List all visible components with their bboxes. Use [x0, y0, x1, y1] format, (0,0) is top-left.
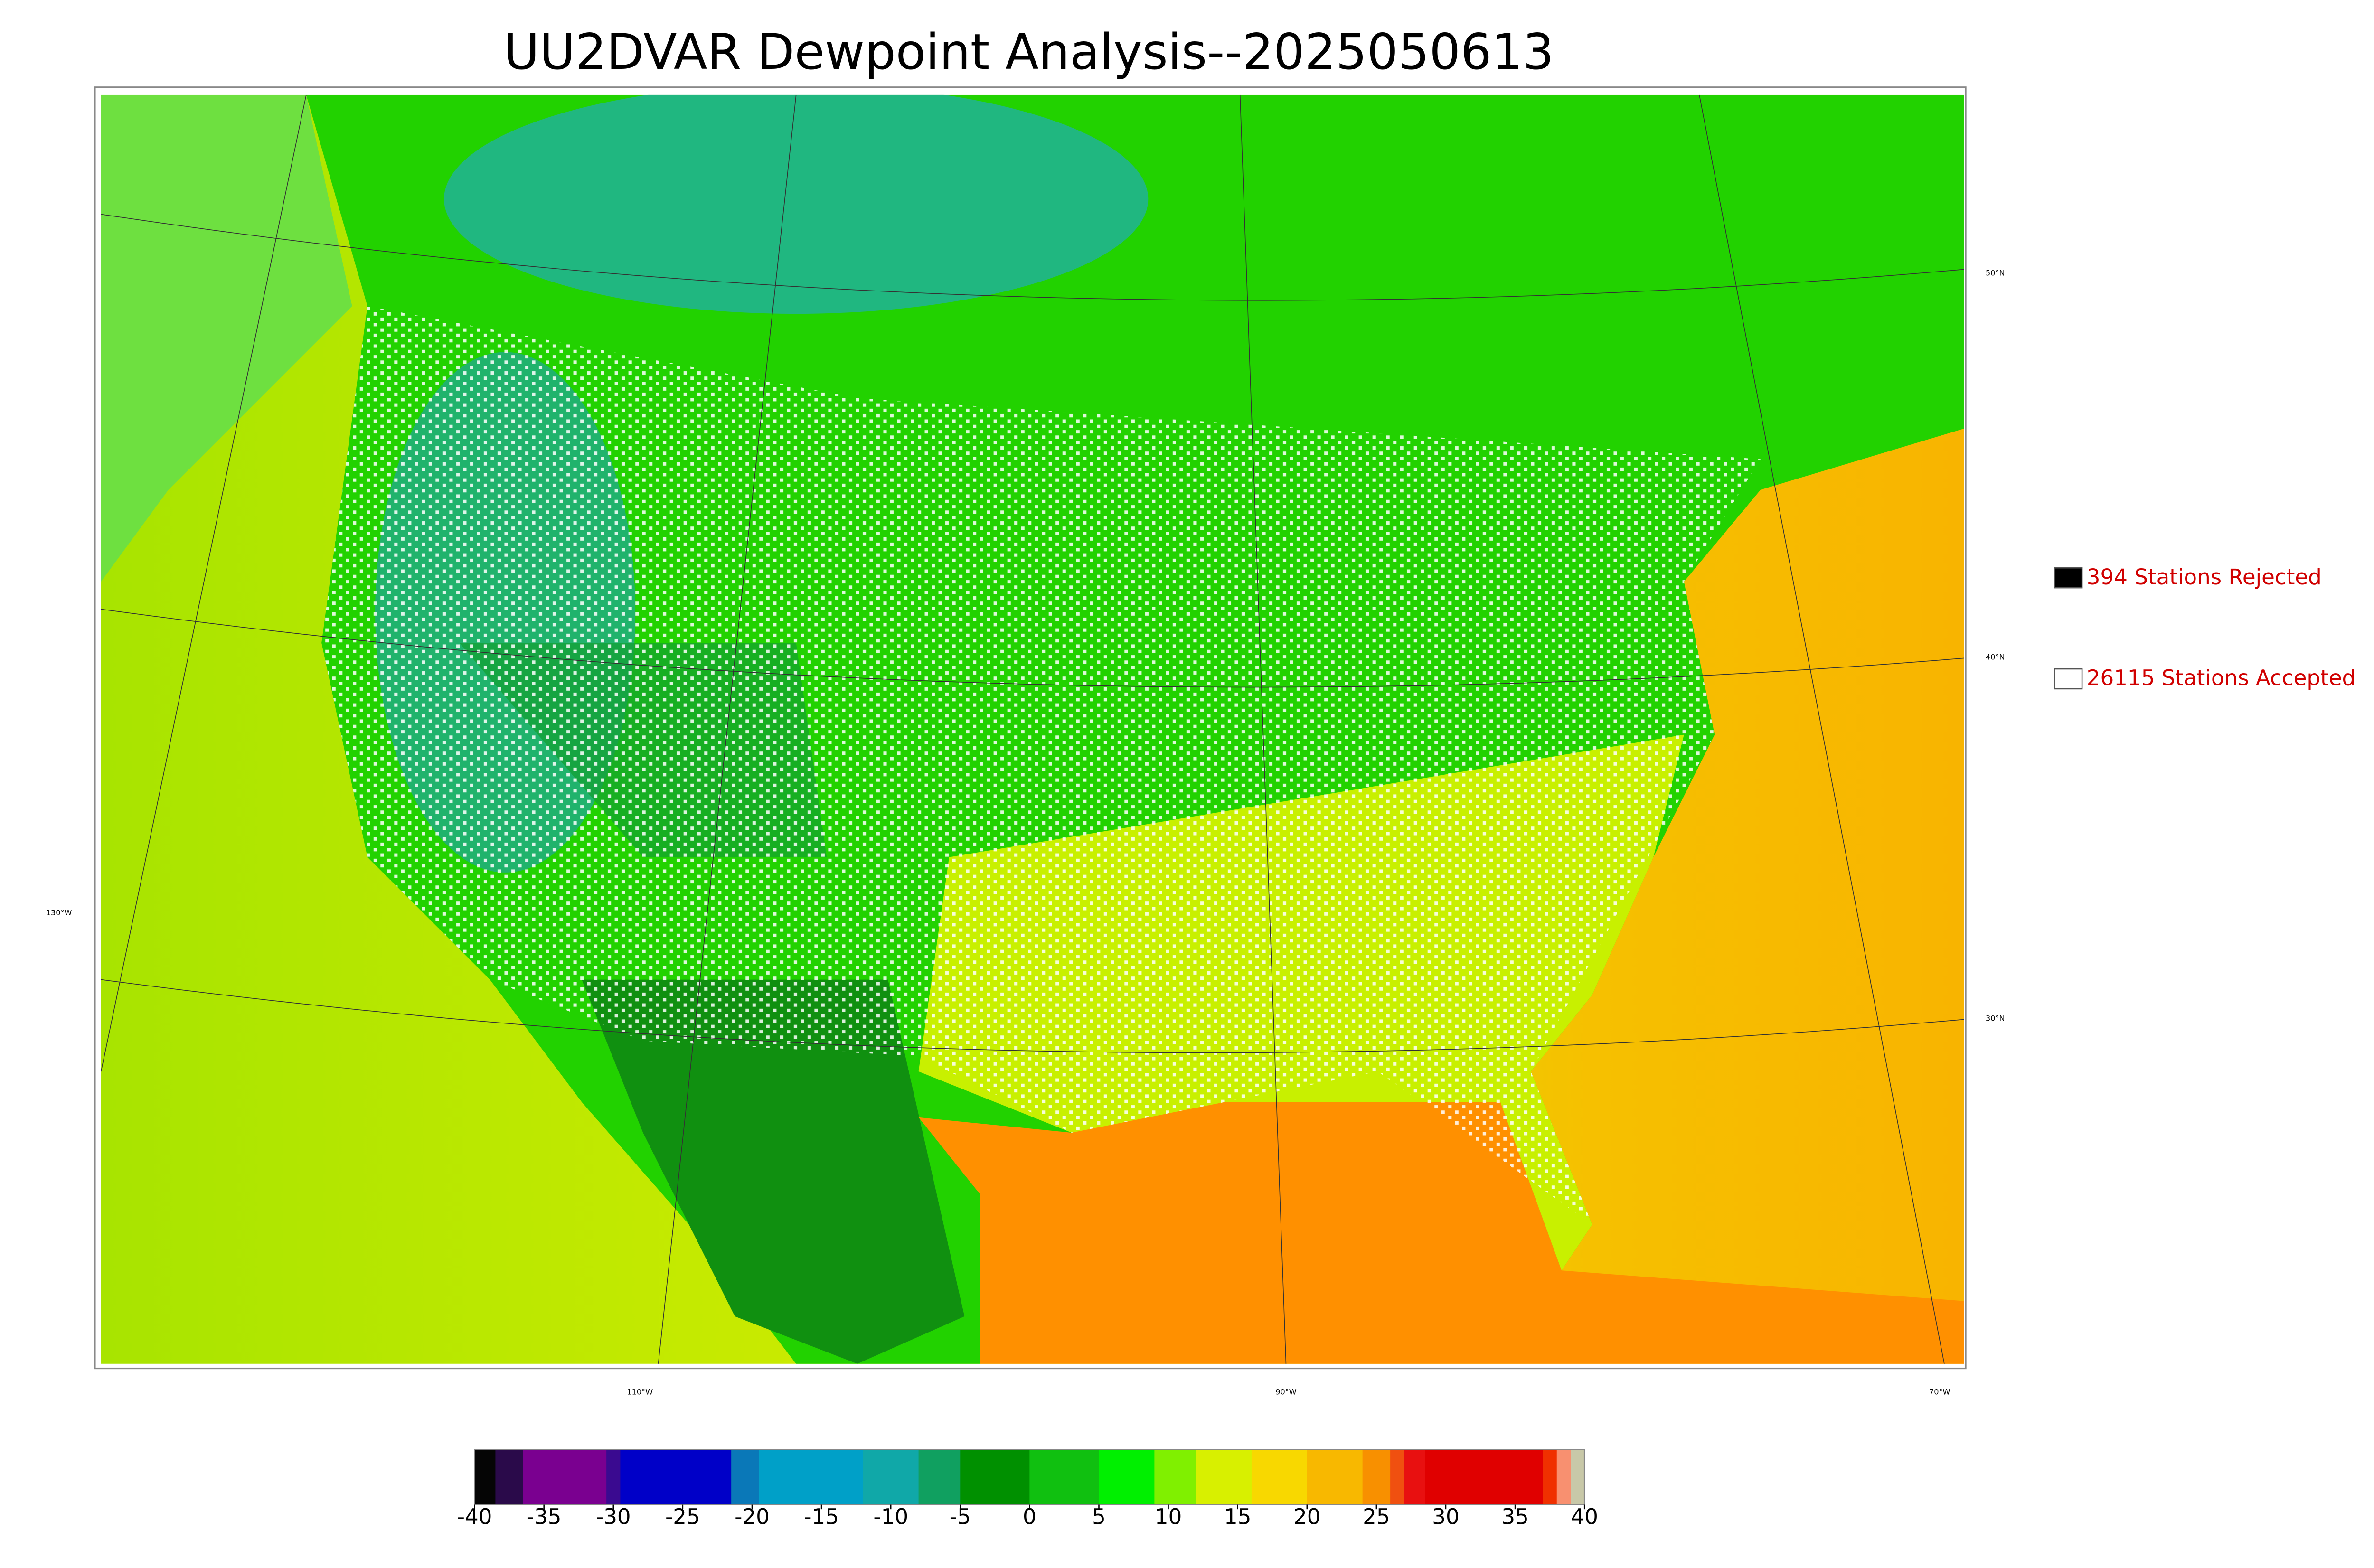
colorbar-segment — [1154, 1449, 1196, 1505]
title: UU2DVAR Dewpoint Analysis--2025050613 — [504, 24, 1554, 81]
colorbar-tick-label: -10 — [873, 1504, 908, 1530]
graticule — [101, 94, 1964, 1364]
colorbar-tick-label: 20 — [1293, 1504, 1320, 1530]
lon-label: 90°W — [1275, 1387, 1297, 1396]
colorbar-tick-label: 0 — [1023, 1504, 1036, 1530]
legend-label: 26115 Stations Accepted — [2087, 666, 2355, 691]
colorbar-segment — [960, 1449, 1030, 1505]
colorbar-tick-label: 25 — [1363, 1504, 1390, 1530]
lat-label: 30°N — [1986, 1014, 2005, 1023]
colorbar-tick-label: 5 — [1092, 1504, 1106, 1530]
colorbar-segment — [495, 1449, 524, 1505]
legend-swatch — [2054, 668, 2083, 690]
colorbar-segment — [1196, 1449, 1252, 1505]
map — [101, 94, 1964, 1364]
colorbar-segment — [1543, 1449, 1557, 1505]
colorbar-frame — [474, 1449, 1585, 1505]
colorbar-segment — [1404, 1449, 1426, 1505]
colorbar-segment — [863, 1449, 919, 1505]
colorbar-tick-label: 35 — [1501, 1504, 1528, 1530]
cold-region — [444, 94, 1149, 314]
lat-label: 40°N — [1986, 653, 2005, 662]
colorbar-segment — [523, 1449, 607, 1505]
colorbar-tick-label: -5 — [950, 1504, 971, 1530]
colorbar-segment — [1099, 1449, 1155, 1505]
colorbar-segment — [1390, 1449, 1405, 1505]
graticule-labels: 50°N 40°N 30°N 130°W 110°W 90°W 70°W — [46, 268, 2005, 1396]
colorbar-segment — [918, 1449, 961, 1505]
colorbar-segment — [1029, 1449, 1100, 1505]
colorbar-tick-label: 10 — [1155, 1504, 1182, 1530]
lon-label: 110°W — [627, 1387, 653, 1396]
colorbar-tick-label: -20 — [735, 1504, 770, 1530]
stations — [321, 306, 1761, 1225]
legend-label: 394 Stations Rejected — [2087, 564, 2322, 590]
colorbar-segment — [620, 1449, 732, 1505]
mexico-dry — [582, 979, 965, 1364]
colorbar-tick-label: 15 — [1224, 1504, 1251, 1530]
pacific-north — [101, 94, 352, 582]
lon-label: 130°W — [46, 908, 72, 917]
colorbar-segment — [1251, 1449, 1308, 1505]
colorbar-tick-label: -40 — [457, 1504, 492, 1530]
colorbar-tick-label: -35 — [527, 1504, 562, 1530]
colorbar-segment — [759, 1449, 864, 1505]
colorbar-segment — [1556, 1449, 1571, 1505]
colorbar-tick-label: 30 — [1432, 1504, 1459, 1530]
colorbar-tick-label: -15 — [804, 1504, 839, 1530]
colorbar-segment — [606, 1449, 621, 1505]
lon-label: 70°W — [1929, 1387, 1950, 1396]
colorbar-segment — [1307, 1449, 1363, 1505]
legend-swatch — [2054, 567, 2083, 589]
colorbar-segment — [1425, 1449, 1544, 1505]
colorbar: -40 -35 -30 -25 -20 -15 -10 -5 0 5 10 15 20 25 30 35 40 — [457, 1449, 1598, 1530]
lat-label: 50°N — [1986, 268, 2005, 277]
colorbar-segment — [474, 1449, 496, 1505]
gulf — [918, 1102, 1964, 1364]
colorbar-tick-label: -25 — [665, 1504, 700, 1530]
colorbar-segment — [1570, 1449, 1585, 1505]
colorbar-segment — [1362, 1449, 1391, 1505]
colorbar-segment — [731, 1449, 760, 1505]
colorbar-tick-label: 40 — [1571, 1504, 1598, 1530]
legend: 394 Stations Rejected 26115 Stations Acce… — [2054, 564, 2355, 691]
colorbar-tick-label: -30 — [596, 1504, 631, 1530]
